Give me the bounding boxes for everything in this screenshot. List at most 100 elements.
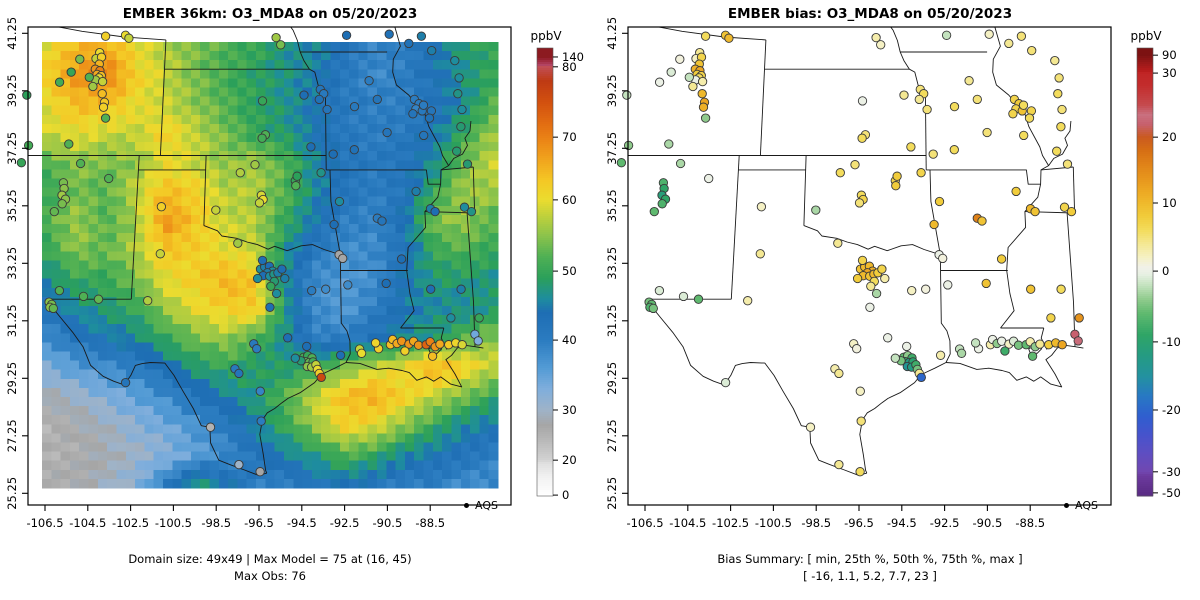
x-tick-label: -106.5: [26, 516, 63, 530]
station-dot: [855, 386, 865, 396]
station-dot: [876, 40, 886, 50]
station-dot: [97, 76, 108, 87]
station-dot: [427, 351, 438, 361]
x-tick-label: -96.5: [244, 516, 274, 530]
station-dot: [381, 278, 391, 289]
colorbar-tick-label: 30: [562, 403, 577, 417]
station-dot: [805, 422, 816, 432]
station-dot: [834, 368, 844, 379]
station-dot: [857, 133, 867, 143]
station-dot: [616, 158, 627, 168]
x-tick-label: -92.5: [330, 516, 360, 530]
station-dot: [1074, 313, 1084, 323]
station-dot: [426, 284, 436, 294]
x-tick-label: -90.5: [373, 516, 403, 530]
station-dot: [155, 249, 165, 259]
y-tick-label: 35.25: [5, 189, 19, 222]
y-tick-label: 29.25: [5, 362, 19, 395]
station-dot: [934, 196, 945, 207]
x-tick-label: -88.5: [415, 516, 445, 530]
station-dot: [1046, 313, 1056, 323]
station-dot: [377, 216, 387, 226]
y-tick-label: 37.25: [605, 132, 619, 165]
station-dot: [277, 264, 287, 274]
x-tick-label: -106.5: [626, 516, 663, 530]
colorbar-tick-label: 80: [562, 60, 577, 74]
colorbar-tick-label: -50: [1162, 486, 1181, 500]
station-dot: [856, 416, 866, 426]
station-dot: [964, 76, 974, 86]
right-caption-line1: Bias Summary: [ min, 25th %, 50th %, 75t…: [717, 552, 1023, 566]
station-dot: [341, 30, 352, 40]
station-dot: [16, 158, 27, 168]
station-dot: [54, 285, 65, 296]
station-dot: [88, 81, 98, 92]
station-dot: [462, 159, 473, 169]
station-dot: [1054, 73, 1064, 83]
aqs-dot-icon: [1064, 503, 1069, 508]
station-dot: [697, 89, 707, 99]
station-dot: [456, 122, 466, 132]
y-tick-label: 35.25: [605, 189, 619, 222]
x-tick-label: -96.5: [844, 516, 874, 530]
x-tick-label: -88.5: [1015, 516, 1045, 530]
station-dot: [430, 206, 440, 217]
colorbar-tick-label: 20: [562, 453, 577, 467]
station-dot: [984, 29, 994, 39]
x-tick-label: -98.5: [201, 516, 231, 530]
station-dot: [257, 133, 267, 143]
station-dot: [1057, 104, 1067, 115]
colorbar-tick-label: -20: [1162, 403, 1181, 417]
station-dot: [855, 467, 865, 477]
station-dot: [156, 202, 167, 212]
x-tick-label: -92.5: [930, 516, 960, 530]
x-tick-label: -104.5: [669, 516, 706, 530]
station-dot: [457, 104, 467, 115]
station-dot: [100, 113, 111, 123]
station-dot: [57, 199, 67, 209]
right-colorbar-units-label: ppbV: [1130, 29, 1162, 43]
station-dot: [1026, 284, 1036, 294]
station-dot: [899, 90, 909, 100]
colorbar-tick-label: 30: [1162, 66, 1177, 80]
station-dot: [124, 33, 134, 43]
station-dot: [280, 273, 290, 284]
axes: -106.5 -104.5 -102.5 -100.5 -98.5 -96.5 -94.5-…: [5, 17, 445, 530]
y-tick-label: 39.25: [605, 74, 619, 107]
station-dot: [75, 158, 86, 169]
axes: -106.5 -104.5 -102.5 -100.5 -98.5 -96.5 -94.5-…: [605, 17, 1045, 530]
station-dot: [66, 67, 76, 77]
station-dot: [143, 296, 153, 306]
station-dot: [457, 340, 467, 350]
station-dot: [316, 372, 326, 383]
right-panel-title: EMBER bias: O3_MDA8 on 05/20/2023: [727, 6, 1013, 22]
bias-map-panel: -106.5 -104.5 -102.5 -100.5 -98.5 -96.5 -94.5-…: [605, 17, 1181, 530]
station-dot: [941, 30, 952, 40]
station-dot: [1030, 206, 1040, 217]
station-dot: [419, 130, 429, 141]
station-dot: [84, 72, 94, 82]
station-dot: [49, 206, 59, 217]
x-tick-label: -100.5: [155, 516, 192, 530]
colorbar-tick-label: 10: [1162, 196, 1177, 210]
station-dot: [866, 281, 876, 291]
station-dot: [349, 145, 359, 155]
station-dot: [474, 313, 484, 323]
station-dot: [322, 104, 332, 115]
station-dot: [271, 32, 281, 43]
station-dot: [697, 76, 708, 87]
station-dot: [852, 344, 862, 354]
y-tick-label: 25.25: [5, 477, 19, 510]
station-dot: [427, 45, 437, 56]
station-dot: [1027, 351, 1038, 361]
station-dot: [302, 341, 312, 352]
station-dot: [329, 219, 339, 230]
aqs-legend-label: AQS: [475, 499, 498, 512]
station-dot: [356, 348, 367, 358]
station-dot: [865, 302, 875, 312]
station-dot: [299, 90, 309, 100]
station-dot: [1013, 340, 1024, 350]
